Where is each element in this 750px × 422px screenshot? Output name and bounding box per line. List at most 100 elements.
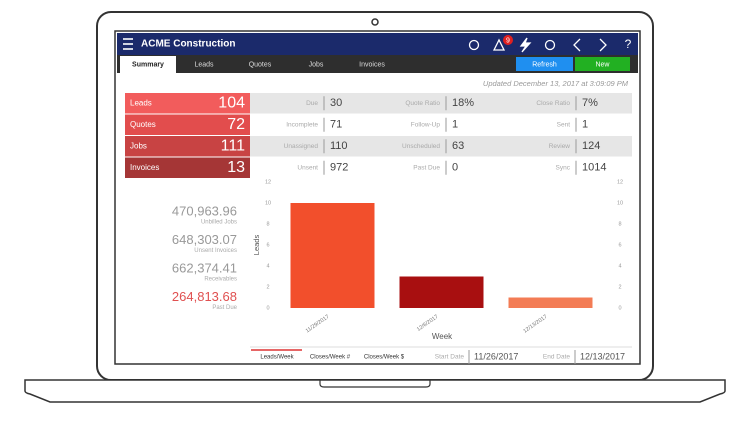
settings-icon[interactable]	[544, 39, 556, 51]
tile-value: 104	[218, 94, 245, 111]
metric-label: Quote Ratio	[405, 100, 440, 107]
y2-tick-label: 0	[618, 305, 621, 311]
metric-value: 1	[452, 119, 458, 131]
total-value: 264,813.68	[172, 289, 237, 304]
total-value: 470,963.96	[172, 203, 237, 218]
forward-icon[interactable]	[599, 38, 607, 52]
y2-tick-label: 12	[617, 179, 623, 185]
metric-value: 124	[582, 140, 600, 152]
tab[interactable]: Quotes	[249, 61, 272, 68]
metric-value: 110	[330, 140, 348, 152]
summary-tile[interactable]	[125, 157, 250, 179]
bar	[399, 276, 484, 308]
y-tick-label: 6	[266, 242, 269, 248]
button-label[interactable]: Refresh	[532, 61, 557, 68]
row-stripe	[250, 136, 632, 157]
button-label[interactable]: New	[595, 61, 610, 68]
summary-tile[interactable]	[125, 136, 250, 157]
summary-tile[interactable]	[125, 93, 250, 114]
metric-value: 18%	[452, 97, 474, 109]
y-tick-label: 2	[266, 284, 269, 290]
bar	[508, 297, 593, 308]
metric-label: Sent	[557, 121, 571, 128]
tab[interactable]: Leads	[194, 61, 214, 68]
metric-label: Sync	[556, 164, 571, 171]
tile-value: 111	[221, 137, 245, 154]
metric-value: 972	[330, 162, 348, 174]
refresh-button[interactable]	[516, 57, 573, 71]
metric-label: Review	[549, 143, 571, 150]
tab-bar	[117, 55, 638, 73]
y2-tick-label: 10	[617, 200, 623, 206]
y-tick-label: 8	[266, 221, 269, 227]
metric-label: Close Ratio	[536, 100, 570, 107]
date-label: End Date	[543, 354, 570, 361]
total-label: Receivables	[204, 277, 237, 283]
alert-count: 9	[506, 37, 510, 44]
app-title: ACME Construction	[141, 39, 235, 50]
tile-label: Jobs	[130, 141, 147, 150]
y2-tick-label: 8	[618, 221, 621, 227]
y-tick-label: 12	[265, 179, 271, 185]
back-icon[interactable]	[573, 38, 581, 52]
metric-label: Unsent	[297, 164, 318, 171]
tab[interactable]: Summary	[132, 61, 164, 68]
y-tick-label: 10	[265, 200, 271, 206]
updated-note: Updated December 13, 2017 at 3:09:09 PM	[483, 79, 629, 88]
metric-label: Follow-Up	[411, 121, 441, 128]
chart-tab[interactable]: Closes/Week #	[310, 355, 351, 361]
total-label: Past Due	[212, 305, 237, 311]
metric-value: 1	[582, 119, 588, 131]
menu-icon[interactable]	[123, 38, 133, 50]
total-value: 662,374.41	[172, 260, 237, 275]
x-axis-label: Week	[432, 332, 453, 341]
bolt-icon[interactable]	[519, 37, 532, 53]
date-label: Start Date	[435, 354, 465, 361]
tab[interactable]: Invoices	[359, 61, 385, 68]
help-icon[interactable]: ?	[625, 37, 632, 51]
metric-label: Past Due	[413, 164, 440, 171]
row-stripe	[250, 93, 632, 114]
y2-tick-label: 2	[618, 284, 621, 290]
summary-tile[interactable]	[125, 114, 250, 136]
metric-value: 1014	[582, 162, 606, 174]
metric-value: 0	[452, 162, 458, 174]
y-axis-label: Leads	[252, 235, 261, 256]
y-tick-label: 0	[266, 305, 269, 311]
total-label: Unsent Invoices	[194, 248, 237, 254]
camera	[371, 18, 379, 26]
alert-badge	[503, 35, 513, 45]
chart-tab[interactable]: Closes/Week $	[364, 355, 405, 361]
y2-tick-label: 6	[618, 242, 621, 248]
metric-value: 7%	[582, 97, 598, 109]
date-value[interactable]: 12/13/2017	[580, 351, 625, 361]
metric-label: Unassigned	[284, 143, 319, 150]
total-label: Unbilled Jobs	[201, 220, 237, 226]
alarm-icon[interactable]	[468, 39, 480, 51]
laptop-notch	[319, 380, 431, 388]
warning-icon[interactable]	[492, 38, 506, 51]
metric-label: Unscheduled	[402, 143, 440, 150]
tile-value: 13	[227, 159, 245, 176]
tile-label: Leads	[130, 98, 152, 107]
date-value[interactable]: 11/26/2017	[474, 351, 518, 361]
screen	[114, 30, 641, 365]
header-icons	[468, 37, 607, 53]
laptop-base	[24, 379, 726, 403]
metric-value: 63	[452, 140, 464, 152]
bar	[290, 203, 375, 308]
tile-value: 72	[227, 116, 245, 133]
tab[interactable]: Jobs	[309, 61, 324, 68]
new-button[interactable]	[575, 57, 630, 71]
metric-value: 71	[330, 119, 342, 131]
tile-label: Invoices	[130, 163, 159, 172]
content: Summary Leads Quotes Jobs Invoices Refresh New…	[125, 61, 632, 364]
total-value: 648,303.07	[172, 232, 237, 247]
chart-tab[interactable]: Leads/Week	[260, 355, 294, 361]
metric-label: Due	[306, 100, 318, 107]
y-tick-label: 4	[266, 263, 269, 269]
active-tab	[120, 56, 176, 73]
tile-label: Quotes	[130, 120, 156, 129]
